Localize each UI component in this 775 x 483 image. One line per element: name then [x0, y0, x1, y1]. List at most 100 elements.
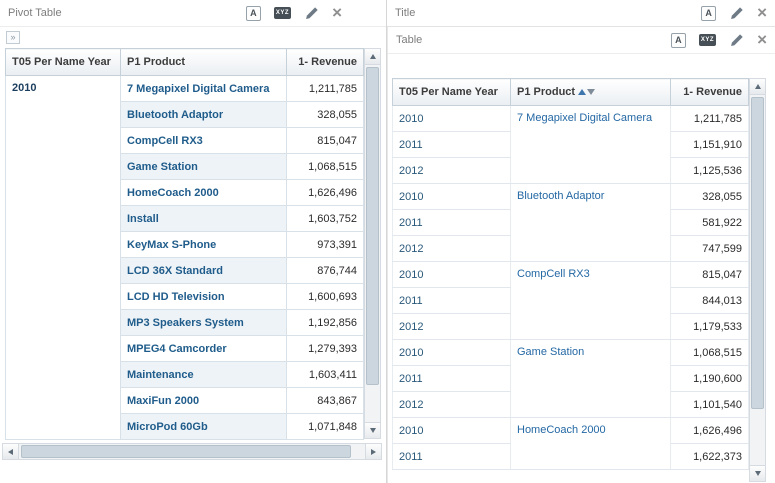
horizontal-scrollbar-thumb[interactable] [21, 445, 351, 458]
scroll-up-button[interactable] [750, 79, 765, 95]
table-column-header-product[interactable]: P1 Product [510, 78, 671, 106]
edit-pencil-icon[interactable] [304, 6, 319, 21]
table-year-cell[interactable]: 2011 [392, 209, 511, 236]
scroll-down-button[interactable] [365, 422, 380, 438]
format-icon[interactable]: A [245, 5, 261, 21]
table-column-header-year[interactable]: T05 Per Name Year [392, 78, 511, 106]
table-year-cell[interactable]: 2012 [392, 157, 511, 184]
pivot-toolbar: A XYZ × [245, 3, 342, 22]
edit-pencil-icon[interactable] [729, 6, 744, 21]
table-year-cell[interactable]: 2010 [392, 183, 511, 210]
table-row: 2010 7 Megapixel Digital Camera 1,211,785 [392, 105, 749, 184]
table-revenue-cell: 1,101,540 [670, 391, 749, 418]
table-year-cell[interactable]: 2011 [392, 443, 511, 470]
pivot-product-cell[interactable]: HomeCoach 2000 [120, 179, 287, 206]
table-toolbar: A XYZ × [670, 30, 767, 49]
pivot-row: Bluetooth Adaptor 328,055 [6, 101, 364, 128]
pivot-row: MP3 Speakers System 1,192,856 [6, 309, 364, 336]
pivot-product-cell[interactable]: 7 Megapixel Digital Camera [120, 75, 287, 102]
pivot-row: MicroPod 60Gb 1,071,848 [6, 413, 364, 440]
pivot-revenue-cell: 876,744 [286, 257, 364, 284]
pivot-subbar: » [0, 27, 386, 48]
table-column-header-product-label: P1 Product [517, 86, 576, 98]
scroll-left-button[interactable] [3, 444, 19, 459]
table-product-cell[interactable]: Game Station [510, 339, 671, 418]
table-column-header-revenue[interactable]: 1- Revenue [670, 78, 749, 106]
table-row: 2010 Game Station 1,068,515 [392, 339, 749, 418]
table-row: 2012 1,125,536 [392, 157, 749, 184]
vertical-scrollbar-thumb[interactable] [751, 97, 764, 409]
right-arrow-icon [371, 448, 376, 455]
pivot-table-panel: Pivot Table A XYZ × » T05 Per Name Year … [0, 0, 387, 483]
pivot-row: MaxiFun 2000 843,867 [6, 387, 364, 414]
pivot-product-cell[interactable]: MaxiFun 2000 [120, 387, 287, 414]
table-revenue-cell: 1,626,496 [670, 417, 749, 444]
pivot-product-cell[interactable]: Maintenance [120, 361, 287, 388]
table-row: 2010 CompCell RX3 815,047 [392, 261, 749, 340]
table-product-cell[interactable]: HomeCoach 2000 [510, 417, 671, 470]
table-year-cell[interactable]: 2012 [392, 235, 511, 262]
pivot-vertical-scrollbar[interactable] [364, 48, 381, 439]
title-panel-header: Title A × [387, 0, 775, 27]
table-revenue-cell: 1,179,533 [670, 313, 749, 340]
table-year-cell[interactable]: 2011 [392, 365, 511, 392]
scroll-down-button[interactable] [750, 465, 765, 481]
scroll-up-button[interactable] [365, 49, 380, 65]
pivot-product-cell[interactable]: MPEG4 Camcorder [120, 335, 287, 362]
pivot-revenue-cell: 1,279,393 [286, 335, 364, 362]
table-product-cell[interactable]: CompCell RX3 [510, 261, 671, 340]
pivot-product-cell[interactable]: KeyMax S-Phone [120, 231, 287, 258]
pivot-product-cell[interactable]: Install [120, 205, 287, 232]
section-collapse-button[interactable]: » [6, 31, 20, 44]
pivot-year-cell[interactable]: 2010 [5, 75, 121, 440]
table-product-cell[interactable]: 7 Megapixel Digital Camera [510, 105, 671, 184]
scroll-right-button[interactable] [365, 444, 381, 459]
table-area: T05 Per Name Year P1 Product 1- Revenue … [388, 78, 775, 482]
delete-view-icon[interactable]: × [332, 3, 342, 22]
table-year-cell[interactable]: 2011 [392, 287, 511, 314]
title-toolbar: A × [701, 3, 767, 22]
table-year-cell[interactable]: 2012 [392, 391, 511, 418]
delete-view-icon[interactable]: × [757, 30, 767, 49]
pivot-revenue-cell: 973,391 [286, 231, 364, 258]
edit-pencil-icon[interactable] [729, 33, 744, 48]
format-icon[interactable]: A [670, 32, 686, 48]
pivot-product-cell[interactable]: MP3 Speakers System [120, 309, 287, 336]
pivot-horizontal-scrollbar[interactable] [2, 443, 382, 460]
table-vertical-scrollbar[interactable] [749, 78, 766, 482]
sort-ascending-icon[interactable] [578, 89, 587, 96]
pivot-column-header-year[interactable]: T05 Per Name Year [5, 48, 121, 76]
table-year-cell[interactable]: 2010 [392, 417, 511, 444]
table-year-cell[interactable]: 2012 [392, 313, 511, 340]
table-revenue-cell: 1,190,600 [670, 365, 749, 392]
pivot-column-header-product[interactable]: P1 Product [120, 48, 287, 76]
table-product-cell[interactable]: Bluetooth Adaptor [510, 183, 671, 262]
delete-view-icon[interactable]: × [757, 3, 767, 22]
pivot-product-cell[interactable]: MicroPod 60Gb [120, 413, 287, 440]
pivot-row: Install 1,603,752 [6, 205, 364, 232]
table-year-cell[interactable]: 2010 [392, 261, 511, 288]
pivot-column-header-revenue[interactable]: 1- Revenue [286, 48, 364, 76]
table-revenue-cell: 1,622,373 [670, 443, 749, 470]
table-year-cell[interactable]: 2010 [392, 105, 511, 132]
pivot-revenue-cell: 1,600,693 [286, 283, 364, 310]
table-panel-header: Table A XYZ × [388, 27, 775, 54]
table-row: 2011 844,013 [392, 287, 749, 314]
xyz-icon[interactable]: XYZ [273, 7, 292, 19]
pivot-revenue-cell: 1,211,785 [286, 75, 364, 102]
pivot-product-cell[interactable]: Game Station [120, 153, 287, 180]
pivot-product-cell[interactable]: LCD 36X Standard [120, 257, 287, 284]
pivot-product-cell[interactable]: CompCell RX3 [120, 127, 287, 154]
pivot-product-cell[interactable]: LCD HD Television [120, 283, 287, 310]
table-year-cell[interactable]: 2011 [392, 131, 511, 158]
format-icon[interactable]: A [701, 5, 717, 21]
table-year-cell[interactable]: 2010 [392, 339, 511, 366]
pivot-row: KeyMax S-Phone 973,391 [6, 231, 364, 258]
pivot-product-cell[interactable]: Bluetooth Adaptor [120, 101, 287, 128]
xyz-icon[interactable]: XYZ [698, 34, 717, 46]
sort-descending-icon[interactable] [587, 89, 596, 96]
vertical-scrollbar-thumb[interactable] [366, 67, 379, 385]
pivot-row: LCD HD Television 1,600,693 [6, 283, 364, 310]
pivot-table: T05 Per Name Year P1 Product 1- Revenue … [5, 48, 364, 440]
title-panel: Title A × [387, 0, 775, 27]
